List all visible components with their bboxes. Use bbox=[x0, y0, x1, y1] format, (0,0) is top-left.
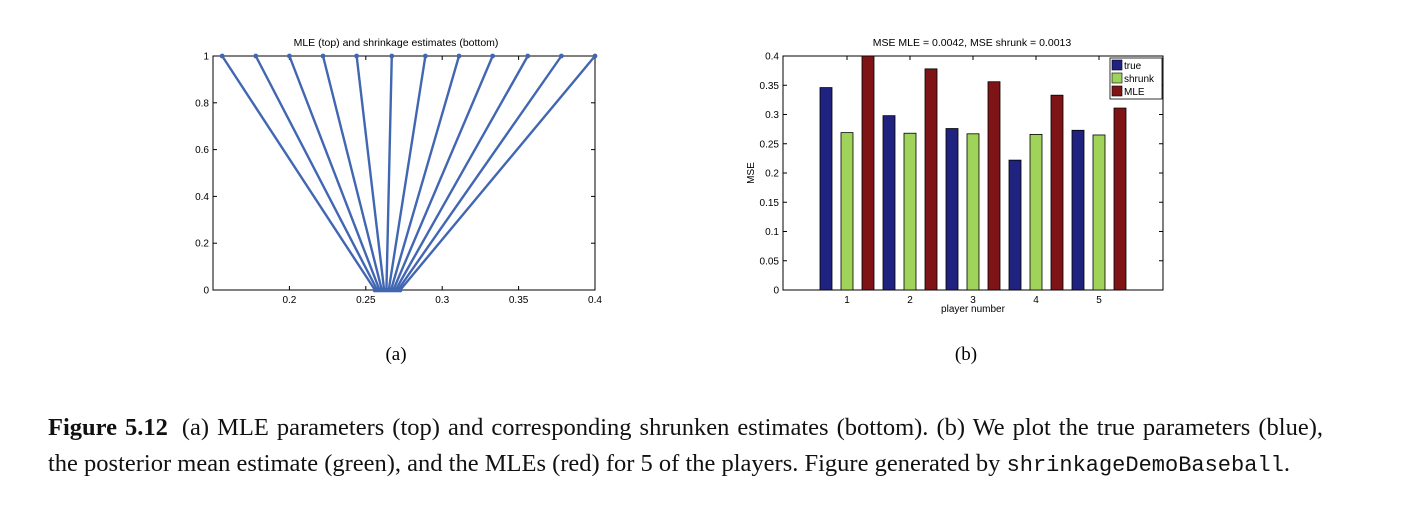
chart-a-segment bbox=[389, 55, 461, 291]
chart-b: MSE MLE = 0.0042, MSE shrunk = 0.0013 1 2… bbox=[746, 37, 1164, 365]
chart-a-point-mle bbox=[592, 53, 598, 59]
chart-b-ytick-label: 0 bbox=[773, 286, 779, 297]
chart-b-bar-MLE bbox=[987, 81, 1001, 291]
chart-a-segment bbox=[288, 55, 381, 291]
chart-a-ytick-label: 0.6 bbox=[195, 145, 209, 156]
chart-b-bar-MLE bbox=[1050, 94, 1064, 291]
chart-a: MLE (top) and shrinkage estimates (botto… bbox=[195, 37, 602, 365]
chart-b-bar-true bbox=[945, 128, 959, 291]
chart-a-segment bbox=[392, 55, 494, 291]
chart-b-ytick-label: 0.1 bbox=[765, 227, 779, 238]
chart-b-ytick-label: 0.35 bbox=[760, 81, 780, 92]
chart-b-bar-shrunk bbox=[903, 132, 917, 291]
chart-b-xtick-label: 5 bbox=[1096, 295, 1102, 306]
chart-b-xtick-label: 1 bbox=[844, 295, 850, 306]
panel-a-label: (a) bbox=[385, 344, 406, 365]
chart-b-bar-true bbox=[1008, 159, 1022, 291]
chart-b-ytick-label: 0.2 bbox=[765, 169, 779, 180]
chart-a-segment bbox=[321, 55, 384, 291]
chart-b-legend: true shrunk MLE bbox=[1109, 57, 1163, 100]
chart-a-xtick-label: 0.35 bbox=[509, 295, 529, 306]
chart-a-ytick-label: 1 bbox=[203, 52, 209, 63]
chart-a-point-mle bbox=[253, 53, 259, 59]
legend-label-MLE: MLE bbox=[1124, 87, 1145, 98]
caption-end: . bbox=[1283, 450, 1290, 477]
chart-b-ytick-label: 0.3 bbox=[765, 110, 779, 121]
caption-code: shrinkageDemoBaseball bbox=[1006, 453, 1284, 478]
chart-b-bar-MLE bbox=[1113, 107, 1127, 291]
chart-a-ytick-label: 0 bbox=[203, 286, 209, 297]
chart-b-xlabel: player number bbox=[941, 304, 1006, 315]
chart-a-point-mle bbox=[490, 53, 496, 59]
chart-b-title: MSE MLE = 0.0042, MSE shrunk = 0.0013 bbox=[873, 37, 1072, 49]
chart-a-point-mle bbox=[422, 53, 428, 59]
chart-a-point-mle bbox=[456, 53, 462, 59]
caption-label: Figure 5.12 bbox=[48, 414, 168, 441]
chart-a-point-mle bbox=[558, 53, 564, 59]
chart-b-ytick-label: 0.25 bbox=[760, 139, 780, 150]
chart-b-bar-true bbox=[819, 87, 833, 291]
chart-b-bar-shrunk bbox=[840, 132, 854, 291]
figure-caption: Figure 5.12 (a) MLE parameters (top) and … bbox=[48, 410, 1323, 484]
chart-a-title: MLE (top) and shrinkage estimates (botto… bbox=[294, 37, 499, 49]
chart-a-ytick-label: 0.4 bbox=[195, 192, 209, 203]
chart-a-segment bbox=[355, 55, 386, 291]
chart-a-point-mle bbox=[354, 53, 360, 59]
chart-b-ytick-label: 0.4 bbox=[765, 52, 779, 63]
chart-a-segment bbox=[394, 55, 529, 291]
chart-a-segment bbox=[387, 55, 427, 291]
chart-a-xtick-label: 0.2 bbox=[282, 295, 296, 306]
chart-a-point-mle bbox=[287, 53, 292, 59]
chart-b-bar-true bbox=[882, 115, 896, 291]
chart-b-xtick-label: 3 bbox=[970, 295, 976, 306]
chart-b-ytick-label: 0.05 bbox=[760, 256, 780, 267]
chart-a-segment bbox=[399, 55, 596, 291]
chart-a-xtick-label: 0.3 bbox=[435, 295, 449, 306]
chart-a-segment bbox=[385, 55, 393, 291]
legend-label-shrunk: shrunk bbox=[1124, 74, 1155, 85]
legend-swatch-shrunk bbox=[1111, 72, 1123, 84]
chart-a-point-mle bbox=[525, 53, 531, 59]
chart-b-xtick-label: 2 bbox=[907, 295, 913, 306]
chart-b-bar-shrunk bbox=[1092, 134, 1106, 291]
chart-b-bar-true bbox=[1071, 129, 1085, 291]
chart-a-ytick-label: 0.2 bbox=[195, 239, 209, 250]
chart-b-bar-shrunk bbox=[1029, 133, 1043, 291]
legend-swatch-true bbox=[1111, 59, 1123, 71]
chart-a-segment bbox=[221, 55, 376, 291]
chart-b-bar-shrunk bbox=[966, 133, 980, 291]
legend-label-true: true bbox=[1124, 61, 1142, 72]
chart-b-bar-MLE bbox=[861, 55, 875, 291]
chart-a-ytick-label: 0.8 bbox=[195, 98, 209, 109]
chart-a-xtick-label: 0.25 bbox=[356, 295, 376, 306]
chart-a-xtick-label: 0.4 bbox=[588, 295, 602, 306]
chart-a-point-mle bbox=[320, 53, 326, 59]
chart-b-xtick-label: 4 bbox=[1033, 295, 1039, 306]
chart-a-point-mle bbox=[219, 53, 225, 59]
caption-text: (a) MLE parameters (top) and correspondi… bbox=[48, 414, 1323, 477]
chart-a-segment bbox=[396, 55, 563, 291]
chart-a-point-shrunk bbox=[397, 287, 403, 293]
chart-a-segment bbox=[254, 55, 379, 291]
chart-b-ytick-label: 0.15 bbox=[760, 198, 780, 209]
chart-a-point-mle bbox=[389, 53, 395, 59]
legend-swatch-MLE bbox=[1111, 85, 1123, 97]
chart-b-ylabel: MSE bbox=[746, 162, 757, 184]
panel-b-label: (b) bbox=[955, 344, 977, 365]
chart-b-bar-MLE bbox=[924, 68, 938, 291]
